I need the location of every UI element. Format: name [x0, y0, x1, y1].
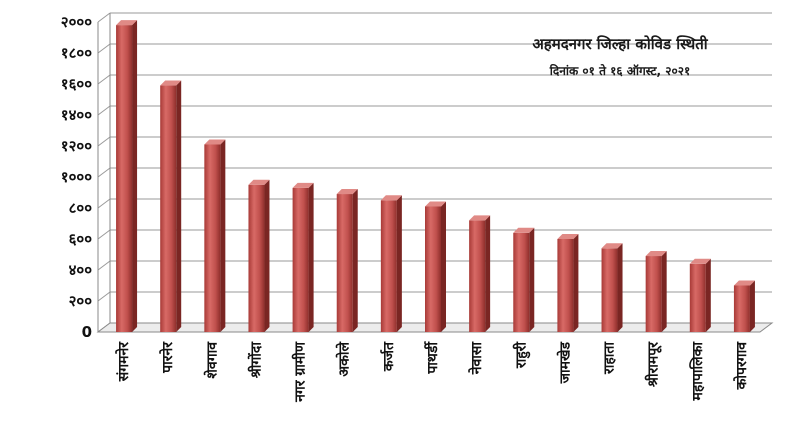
gridline-slant: [97, 198, 111, 209]
x-tick-label: श्रीगोंदा: [247, 341, 264, 379]
bar: [204, 139, 226, 332]
bar: [292, 182, 314, 332]
bar: [336, 189, 358, 332]
x-tick-label: नगर ग्रामीण: [292, 341, 309, 403]
x-tick-label: अकोले: [336, 342, 353, 377]
x-tick-label: पारनेर: [159, 341, 176, 374]
gridline-slant: [97, 105, 111, 116]
bars: [116, 20, 755, 332]
y-tick-labels: 0 २०० ४०० ६०० ८०० १००० १२०० १४०० १६०० १८०० २०००: [61, 13, 92, 341]
bar: [380, 195, 402, 332]
chart-subtitle: दिनांक ०१ ते १६ ऑगस्ट, २०२१: [549, 64, 691, 78]
bar: [689, 258, 711, 332]
gridline-slant: [97, 43, 111, 54]
x-tick-label: जामखेड: [556, 341, 573, 384]
gridline-slant: [97, 167, 111, 178]
gridline-slant: [97, 260, 111, 271]
x-tick-label: संगमनेर: [115, 341, 132, 382]
bar: [116, 20, 138, 332]
x-tick-label: कोपरगाव: [733, 341, 750, 391]
gridline-slant: [97, 291, 111, 302]
y-tick-label: ८००: [69, 199, 93, 217]
x-tick-label: राहाता: [602, 341, 618, 375]
x-tick-label: श्रीरामपूर: [645, 341, 663, 388]
x-tick-label: महापालिका: [689, 341, 706, 402]
chart-title: अहमदनगर जिल्हा कोविड स्थिती: [532, 35, 708, 53]
x-tick-labels: संगमनेर पारनेर शेवगाव श्रीगोंदा नगर ग्रामीण अ…: [115, 341, 750, 403]
gridline-slant: [97, 229, 111, 240]
gridline-slant: [97, 136, 111, 147]
bar: [601, 243, 623, 332]
y-tick-label: ६००: [69, 230, 93, 248]
bar: [469, 215, 491, 332]
x-tick-label: कर्जत: [380, 341, 397, 372]
x-tick-label: राहुरी: [512, 341, 530, 370]
bar: [557, 234, 579, 332]
x-tick-label: पाथर्डी: [424, 341, 441, 375]
gridline-slant: [97, 12, 111, 23]
bar: [645, 251, 667, 332]
gridline-slant: [97, 74, 111, 85]
y-tick-label: २००: [69, 292, 93, 310]
bar: [425, 201, 446, 332]
bar: [160, 80, 182, 332]
x-tick-label: नेवासा: [468, 341, 485, 376]
y-tick-label: १०००: [61, 168, 92, 186]
y-tick-label: २०००: [61, 13, 92, 31]
y-tick-label: 0: [82, 323, 92, 341]
y-tick-label: ४००: [69, 261, 93, 279]
y-tick-label: १६००: [61, 75, 92, 93]
bar: [733, 280, 755, 332]
bar: [248, 179, 270, 332]
y-tick-label: १८००: [61, 44, 92, 62]
x-tick-label: शेवगाव: [203, 341, 220, 379]
y-tick-label: १४००: [61, 106, 92, 124]
chart-title-box: अहमदनगर जिल्हा कोविड स्थिती दिनांक ०१ ते…: [500, 34, 740, 79]
y-tick-label: १२००: [61, 137, 92, 155]
bar: [513, 227, 535, 332]
